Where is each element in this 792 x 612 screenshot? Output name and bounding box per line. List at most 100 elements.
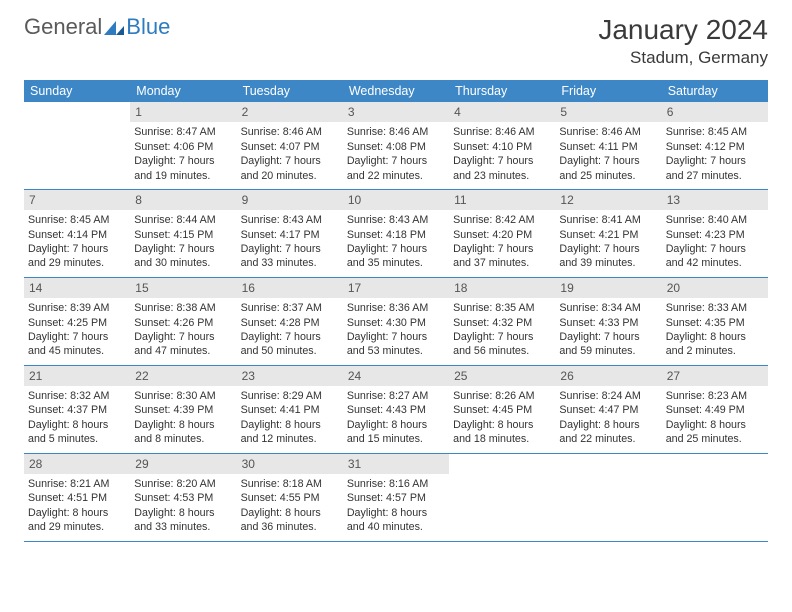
daylight-text: and 40 minutes. <box>347 520 445 534</box>
day-number: 6 <box>662 102 768 122</box>
brand-part2: Blue <box>126 14 170 40</box>
day-number: 22 <box>130 366 236 386</box>
daylight-text: and 15 minutes. <box>347 432 445 446</box>
day-cell: 11Sunrise: 8:42 AMSunset: 4:20 PMDayligh… <box>449 190 555 277</box>
sunset-text: Sunset: 4:10 PM <box>453 140 551 154</box>
day-cell: 3Sunrise: 8:46 AMSunset: 4:08 PMDaylight… <box>343 102 449 189</box>
days-of-week-row: Sunday Monday Tuesday Wednesday Thursday… <box>24 80 768 102</box>
day-cell: . <box>662 454 768 541</box>
sunrise-text: Sunrise: 8:36 AM <box>347 301 445 315</box>
sunrise-text: Sunrise: 8:18 AM <box>241 477 339 491</box>
day-cell: 20Sunrise: 8:33 AMSunset: 4:35 PMDayligh… <box>662 278 768 365</box>
sunrise-text: Sunrise: 8:26 AM <box>453 389 551 403</box>
sunset-text: Sunset: 4:07 PM <box>241 140 339 154</box>
day-number: 7 <box>24 190 130 210</box>
day-number: 15 <box>130 278 236 298</box>
daylight-text: and 50 minutes. <box>241 344 339 358</box>
day-cell: 23Sunrise: 8:29 AMSunset: 4:41 PMDayligh… <box>237 366 343 453</box>
daylight-text: and 53 minutes. <box>347 344 445 358</box>
daylight-text: Daylight: 7 hours <box>241 242 339 256</box>
daylight-text: and 23 minutes. <box>453 169 551 183</box>
sunset-text: Sunset: 4:28 PM <box>241 316 339 330</box>
day-cell: 30Sunrise: 8:18 AMSunset: 4:55 PMDayligh… <box>237 454 343 541</box>
weeks-container: . 1Sunrise: 8:47 AMSunset: 4:06 PMDayligh… <box>24 102 768 542</box>
daylight-text: Daylight: 7 hours <box>666 154 764 168</box>
month-title: January 2024 <box>598 14 768 46</box>
day-number: 17 <box>343 278 449 298</box>
daylight-text: Daylight: 7 hours <box>241 154 339 168</box>
daylight-text: Daylight: 7 hours <box>134 242 232 256</box>
sunset-text: Sunset: 4:45 PM <box>453 403 551 417</box>
sunset-text: Sunset: 4:08 PM <box>347 140 445 154</box>
sunrise-text: Sunrise: 8:21 AM <box>28 477 126 491</box>
daylight-text: and 8 minutes. <box>134 432 232 446</box>
day-cell: 10Sunrise: 8:43 AMSunset: 4:18 PMDayligh… <box>343 190 449 277</box>
sunrise-text: Sunrise: 8:45 AM <box>28 213 126 227</box>
sunrise-text: Sunrise: 8:20 AM <box>134 477 232 491</box>
daylight-text: and 47 minutes. <box>134 344 232 358</box>
sunset-text: Sunset: 4:17 PM <box>241 228 339 242</box>
daylight-text: Daylight: 7 hours <box>134 154 232 168</box>
sunset-text: Sunset: 4:15 PM <box>134 228 232 242</box>
sunrise-text: Sunrise: 8:33 AM <box>666 301 764 315</box>
daylight-text: Daylight: 8 hours <box>241 506 339 520</box>
daylight-text: and 30 minutes. <box>134 256 232 270</box>
daylight-text: Daylight: 8 hours <box>453 418 551 432</box>
sunset-text: Sunset: 4:57 PM <box>347 491 445 505</box>
day-number: 13 <box>662 190 768 210</box>
day-number: 24 <box>343 366 449 386</box>
day-number: 31 <box>343 454 449 474</box>
sunrise-text: Sunrise: 8:47 AM <box>134 125 232 139</box>
day-cell: 1Sunrise: 8:47 AMSunset: 4:06 PMDaylight… <box>130 102 236 189</box>
sunrise-text: Sunrise: 8:46 AM <box>241 125 339 139</box>
day-cell: 17Sunrise: 8:36 AMSunset: 4:30 PMDayligh… <box>343 278 449 365</box>
sunset-text: Sunset: 4:35 PM <box>666 316 764 330</box>
sunset-text: Sunset: 4:41 PM <box>241 403 339 417</box>
day-number: 9 <box>237 190 343 210</box>
sunrise-text: Sunrise: 8:41 AM <box>559 213 657 227</box>
sunrise-text: Sunrise: 8:44 AM <box>134 213 232 227</box>
dow-cell: Saturday <box>662 80 768 102</box>
week-row: 7 Sunrise: 8:45 AMSunset: 4:14 PM Daylight… <box>24 190 768 278</box>
daylight-text: and 56 minutes. <box>453 344 551 358</box>
daylight-text: Daylight: 7 hours <box>347 242 445 256</box>
daylight-text: Daylight: 8 hours <box>134 418 232 432</box>
day-cell: 25 Sunrise: 8:26 AMSunset: 4:45 PMDayligh… <box>449 366 555 453</box>
day-cell: 28Sunrise: 8:21 AMSunset: 4:51 PMDayligh… <box>24 454 130 541</box>
sunset-text: Sunset: 4:51 PM <box>28 491 126 505</box>
sunrise-text: Sunrise: 8:43 AM <box>347 213 445 227</box>
day-cell: 21Sunrise: 8:32 AMSunset: 4:37 PMDayligh… <box>24 366 130 453</box>
day-cell: 29Sunrise: 8:20 AMSunset: 4:53 PMDayligh… <box>130 454 236 541</box>
week-row: 28 Sunrise: 8:21 AMSunset: 4:51 PM Dayligh… <box>24 454 768 542</box>
daylight-text: Daylight: 7 hours <box>347 154 445 168</box>
day-number: 30 <box>237 454 343 474</box>
title-block: January 2024 Stadum, Germany <box>598 14 768 68</box>
daylight-text: Daylight: 7 hours <box>134 330 232 344</box>
daylight-text: and 33 minutes. <box>134 520 232 534</box>
daylight-text: Daylight: 7 hours <box>241 330 339 344</box>
day-cell: 22Sunrise: 8:30 AMSunset: 4:39 PMDayligh… <box>130 366 236 453</box>
day-cell: 24Sunrise: 8:27 AMSunset: 4:43 PMDayligh… <box>343 366 449 453</box>
daylight-text: Daylight: 8 hours <box>347 506 445 520</box>
day-number: 8 <box>130 190 236 210</box>
dow-cell: Friday <box>555 80 661 102</box>
day-cell: 26Sunrise: 8:24 AMSunset: 4:47 PMDayligh… <box>555 366 661 453</box>
dow-cell: Tuesday <box>237 80 343 102</box>
sunset-text: Sunset: 4:53 PM <box>134 491 232 505</box>
day-number: 25 <box>449 366 555 386</box>
sunset-text: Sunset: 4:26 PM <box>134 316 232 330</box>
daylight-text: and 25 minutes. <box>666 432 764 446</box>
triangle-icon <box>104 19 124 35</box>
day-number: 14 <box>24 278 130 298</box>
day-cell: 12Sunrise: 8:41 AMSunset: 4:21 PMDayligh… <box>555 190 661 277</box>
daylight-text: and 59 minutes. <box>559 344 657 358</box>
daylight-text: and 22 minutes. <box>347 169 445 183</box>
sunrise-text: Sunrise: 8:16 AM <box>347 477 445 491</box>
sunrise-text: Sunrise: 8:39 AM <box>28 301 126 315</box>
daylight-text: and 20 minutes. <box>241 169 339 183</box>
day-number: 28 <box>24 454 130 474</box>
daylight-text: and 27 minutes. <box>666 169 764 183</box>
day-cell: 15Sunrise: 8:38 AMSunset: 4:26 PMDayligh… <box>130 278 236 365</box>
sunset-text: Sunset: 4:14 PM <box>28 228 126 242</box>
daylight-text: and 42 minutes. <box>666 256 764 270</box>
